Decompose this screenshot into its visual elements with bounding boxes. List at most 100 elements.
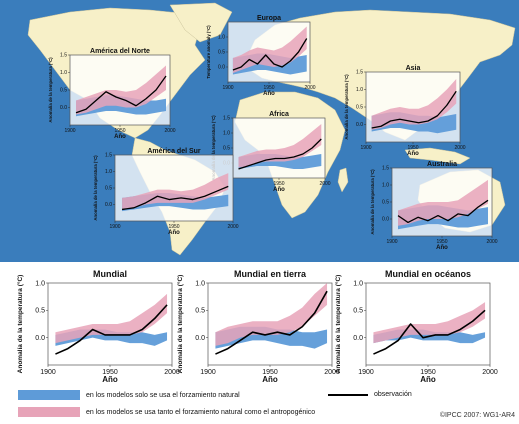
band-both (232, 26, 307, 73)
x-tick-label: 2000 (319, 181, 330, 187)
chart-panel-mundial: Mundial 1900 1950 2000 0.0 0.5 1.0 Año Anomalía … (16, 269, 180, 384)
observation-line (232, 38, 308, 71)
y-tick-label: 1.0 (353, 280, 363, 287)
panel-title: Mundial en océanos (385, 269, 471, 279)
y-tick-label: 1.5 (356, 70, 363, 76)
x-tick-label: 1900 (222, 85, 233, 91)
y-tick-label: 0.5 (356, 105, 363, 111)
x-tick-label: 2000 (486, 239, 497, 245)
y-tick-label: 0.0 (105, 202, 112, 208)
x-tick-label: 1900 (386, 239, 397, 245)
x-tick-label: 1900 (64, 128, 75, 134)
legend-observation-line (328, 393, 368, 396)
observation-line (215, 290, 328, 355)
y-axis-label: Anomalía de la temperatura (°C) (370, 169, 375, 235)
x-tick-label: 2000 (324, 369, 340, 376)
x-tick-label: 1950 (262, 369, 278, 376)
x-tick-label: 1950 (420, 369, 436, 376)
y-tick-label: 0.5 (195, 308, 205, 315)
chart-panel-mundial-en-oceanos: Mundial en océanos 1900 1950 2000 0.0 0.5 1.0 A… (334, 269, 498, 384)
chart-panel-europa: Europa 1900 1950 2000 0.0 0.5 1.0 Año Temperatur… (206, 15, 316, 97)
x-tick-label: 2000 (304, 85, 315, 91)
x-tick-label: 2000 (227, 224, 238, 230)
panel-title: Australia (427, 161, 457, 168)
band-both (398, 179, 488, 226)
legend-swatch-both (18, 407, 80, 417)
panel-title: América del Norte (90, 48, 150, 55)
chart-panel-mundial-en-tierra: Mundial en tierra 1900 1950 2000 0.0 0.5 1.0 Añ… (176, 269, 340, 384)
legend-natural-label: en los modelos solo se usa el forzamient… (86, 391, 240, 399)
chart-panel-australia: Australia 1900 1950 2000 0.0 0.5 1.0 1.5 Año Anom… (370, 161, 498, 251)
legend-both-label: en los modelos se usa tanto el forzamien… (86, 408, 316, 416)
legend-observation-label: observación (374, 391, 412, 398)
y-tick-label: 0.5 (353, 308, 363, 315)
x-tick-label: 2000 (454, 145, 465, 151)
band-both (215, 283, 328, 346)
panel-title: Europa (257, 15, 281, 22)
x-tick-label: 1900 (200, 369, 216, 376)
legend-natural: en los modelos solo se usa el forzamient… (18, 390, 240, 400)
y-tick-label: 0.0 (60, 105, 67, 111)
land-greenland (169, 2, 233, 43)
y-axis-label: Anomalía de la temperatura (°C) (48, 57, 53, 123)
ipcc-credit: ©IPCC 2007: WG1-AR4 (439, 412, 515, 419)
chart-panel-asia: Asia 1900 1950 2000 0.0 0.5 1.0 1.5 Año Anomalía … (344, 65, 466, 157)
x-tick-label: 2000 (164, 128, 175, 134)
x-tick-label: 1900 (358, 369, 374, 376)
y-tick-label: 1.0 (382, 183, 389, 189)
chart-panel-america-del-norte: América del Norte 1900 1950 2000 0.0 0.5 1.0 1.… (48, 48, 176, 140)
panel-title: Mundial en tierra (234, 269, 307, 279)
x-tick-label: 2000 (164, 369, 180, 376)
observation-line (121, 185, 229, 211)
observation-line (397, 199, 489, 224)
y-tick-label: 0.0 (35, 335, 45, 342)
y-tick-label: 0.5 (35, 308, 45, 315)
y-tick-label: 1.0 (195, 280, 205, 287)
y-axis-label: Anomalía de la temperatura (°C) (211, 115, 216, 181)
panel-title: Mundial (93, 269, 127, 279)
legend-both: en los modelos se usa tanto el forzamien… (18, 407, 315, 417)
y-tick-label: 0.5 (382, 200, 389, 206)
charts-layer: América del Norte 1900 1950 2000 0.0 0.5 1.0 1.… (16, 15, 498, 384)
y-tick-label: 0.5 (105, 186, 112, 192)
x-tick-label: 1900 (360, 145, 371, 151)
x-axis-label: Año (420, 375, 436, 384)
y-tick-label: 1.0 (356, 87, 363, 93)
land-madagascar (337, 167, 349, 193)
land-indonesia (404, 147, 471, 165)
x-tick-label: 2000 (482, 369, 498, 376)
x-axis-label: Año (114, 134, 126, 140)
observation-line (55, 304, 168, 355)
band-both (122, 173, 229, 210)
y-tick-label: 0.5 (60, 88, 67, 94)
y-tick-label: 0.5 (223, 146, 230, 152)
band-both (238, 124, 322, 168)
x-axis-label: Año (263, 91, 275, 97)
observation-line (238, 138, 322, 170)
y-axis-label: Anomalía de la temperatura (°C) (334, 275, 342, 374)
x-axis-label: Año (407, 151, 419, 157)
y-tick-label: 1.0 (60, 70, 67, 76)
y-axis-label: Anomalía de la temperatura (°C) (344, 74, 349, 140)
y-tick-label: 1.0 (35, 280, 45, 287)
x-tick-label: 1950 (114, 128, 125, 134)
legend-swatch-natural (18, 390, 80, 400)
observation-line (371, 90, 457, 129)
y-axis-label: Anomalía de la temperatura (°C) (16, 275, 24, 374)
legend: en los modelos solo se usa el forzamient… (0, 388, 519, 424)
y-tick-label: 0.0 (195, 335, 205, 342)
chart-panel-america-del-sur: América del Sur 1900 1950 2000 0.0 0.5 1.0 1.5 A… (93, 148, 239, 236)
x-tick-label: 1950 (436, 239, 447, 245)
y-tick-label: 1.5 (382, 166, 389, 172)
y-tick-label: 0.0 (382, 217, 389, 223)
x-axis-label: Año (102, 375, 118, 384)
x-tick-label: 1950 (273, 181, 284, 187)
x-axis-label: Año (168, 230, 180, 236)
panel-title: Asia (406, 65, 421, 72)
y-tick-label: 0.0 (353, 335, 363, 342)
panel-title: América del Sur (147, 148, 201, 155)
x-tick-label: 1900 (109, 224, 120, 230)
band-both (373, 302, 486, 344)
y-tick-label: 0.0 (356, 122, 363, 128)
